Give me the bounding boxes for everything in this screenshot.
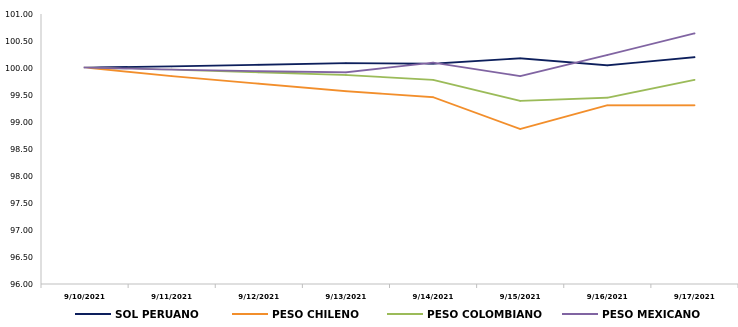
legend-label: PESO COLOMBIANO <box>427 309 542 321</box>
data-point-peso-colombiano <box>345 74 347 76</box>
data-point-peso-mexicano <box>519 75 522 77</box>
data-point-peso-mexicano <box>693 32 696 35</box>
data-point-peso-chileno <box>693 104 696 107</box>
y-tick-label: 97.00 <box>10 226 33 235</box>
y-tick-label: 97.50 <box>10 199 33 208</box>
data-point-sol-peruano <box>170 65 173 68</box>
legend-item-peso-mexicano: PESO MEXICANO <box>562 309 700 321</box>
y-tick-label: 98.00 <box>10 172 33 181</box>
data-point-sol-peruano <box>693 56 696 59</box>
data-point-peso-colombiano <box>519 100 522 102</box>
y-tick-label: 100.50 <box>5 37 33 46</box>
x-tick-label: 9/17/2021 <box>674 293 715 301</box>
x-axis-tick-labels: 9/10/2021 9/11/2021 9/12/2021 9/13/2021 9/14… <box>40 284 738 301</box>
data-point-peso-colombiano <box>693 78 696 81</box>
x-tick-label: 9/10/2021 <box>64 293 105 301</box>
data-point-sol-peruano <box>345 62 347 65</box>
data-point-sol-peruano <box>606 64 609 67</box>
series-lines <box>83 32 696 130</box>
y-tick-label: 101.00 <box>5 10 33 19</box>
data-point-peso-mexicano <box>345 71 347 74</box>
y-tick-label: 99.00 <box>10 118 33 127</box>
data-point-peso-colombiano <box>432 78 434 81</box>
x-tick-label: 9/13/2021 <box>325 293 366 301</box>
data-point-peso-colombiano <box>606 96 609 99</box>
y-tick-label: 96.00 <box>10 280 33 289</box>
data-point-peso-chileno <box>345 90 347 93</box>
data-point-peso-mexicano <box>432 61 434 64</box>
data-point-peso-chileno <box>606 104 609 107</box>
data-point-peso-chileno <box>257 82 260 85</box>
series-line-peso-chileno <box>83 66 696 130</box>
series-line-sol-peruano <box>83 56 696 69</box>
data-point-peso-mexicano <box>257 70 260 73</box>
data-point-peso-mexicano <box>170 68 173 71</box>
x-tick-label: 9/11/2021 <box>151 293 192 301</box>
x-tick-label: 9/15/2021 <box>500 293 541 301</box>
legend-label: SOL PERUANO <box>115 309 199 321</box>
y-tick-label: 100.00 <box>5 64 33 73</box>
data-point-peso-chileno <box>519 128 522 130</box>
y-axis-tick-labels: 96.00 96.50 97.00 97.50 98.00 98.50 99.00 99.50… <box>5 10 33 289</box>
series-line-peso-mexicano <box>83 32 696 77</box>
y-tick-label: 99.50 <box>10 91 33 100</box>
legend-item-sol-peruano: SOL PERUANO <box>75 309 199 321</box>
series-line-peso-colombiano <box>83 66 696 102</box>
data-point-peso-chileno <box>170 75 173 77</box>
data-point-peso-mexicano <box>83 66 86 69</box>
legend-item-peso-colombiano: PESO COLOMBIANO <box>387 309 542 321</box>
y-tick-label: 98.50 <box>10 145 33 154</box>
x-tick-label: 9/16/2021 <box>587 293 628 301</box>
data-point-peso-chileno <box>432 96 434 99</box>
data-point-sol-peruano <box>519 57 522 60</box>
data-point-peso-mexicano <box>606 54 609 56</box>
data-point-sol-peruano <box>257 63 260 66</box>
y-tick-label: 96.50 <box>10 253 33 262</box>
legend-item-peso-chileno: PESO CHILENO <box>232 309 359 321</box>
legend-label: PESO MEXICANO <box>602 309 700 321</box>
legend: SOL PERUANO PESO CHILENO PESO COLOMBIANO PE… <box>75 309 700 321</box>
legend-label: PESO CHILENO <box>272 309 359 321</box>
x-tick-label: 9/12/2021 <box>238 293 279 301</box>
x-tick-label: 9/14/2021 <box>413 293 454 301</box>
